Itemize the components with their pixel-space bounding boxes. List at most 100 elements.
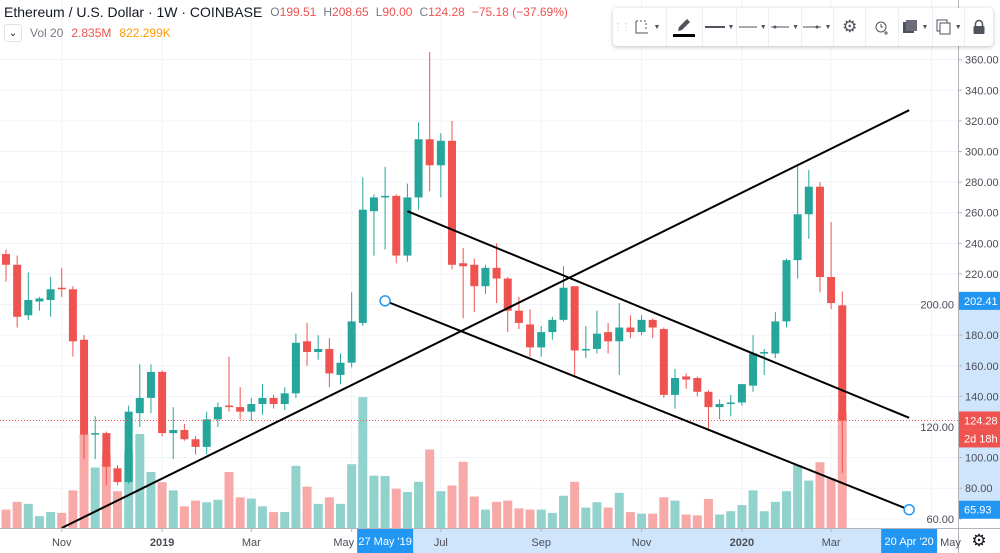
candle-body[interactable] xyxy=(715,404,724,408)
candle-body[interactable] xyxy=(671,378,679,395)
candle-body[interactable] xyxy=(704,391,713,408)
chevron-down-icon[interactable]: ⌄ xyxy=(4,24,22,42)
candle-body[interactable] xyxy=(269,397,278,405)
time-axis[interactable]: Nov 2019 Mar May Jul Sep Nov 2020 Mar May 27 May '… xyxy=(0,528,1000,553)
candle-body[interactable] xyxy=(236,407,245,412)
candle-body[interactable] xyxy=(659,329,668,395)
candle-body[interactable] xyxy=(581,348,590,351)
clone-button[interactable]: ▼ xyxy=(933,8,966,46)
candle-body[interactable] xyxy=(213,407,222,420)
line-style-button[interactable]: ▼ xyxy=(703,8,738,46)
candle-body[interactable] xyxy=(24,299,33,316)
candle-series[interactable] xyxy=(2,52,847,486)
candle-body[interactable] xyxy=(202,419,211,447)
candle-body[interactable] xyxy=(146,371,155,398)
candle-body[interactable] xyxy=(113,468,122,483)
candle-body[interactable] xyxy=(80,339,89,435)
candle-body[interactable] xyxy=(615,327,624,342)
candle-body[interactable] xyxy=(548,319,557,333)
line-width-button[interactable]: ▼ xyxy=(737,8,770,46)
candle-body[interactable] xyxy=(169,430,178,434)
trendline[interactable] xyxy=(407,210,910,419)
candle-body[interactable] xyxy=(247,404,256,412)
symbol-title[interactable]: Ethereum / U.S. Dollar · 1W · COINBASE xyxy=(4,4,263,20)
candle-body[interactable] xyxy=(191,439,200,447)
candle-body[interactable] xyxy=(258,397,267,405)
candle-body[interactable] xyxy=(425,139,434,166)
candle-body[interactable] xyxy=(693,378,702,392)
candle-body[interactable] xyxy=(369,197,378,212)
candle-body[interactable] xyxy=(13,264,22,317)
candle-body[interactable] xyxy=(414,139,423,198)
candle-body[interactable] xyxy=(626,327,635,333)
candle-body[interactable] xyxy=(827,277,836,304)
candle-body[interactable] xyxy=(35,298,44,302)
candle-body[interactable] xyxy=(436,140,445,166)
gear-icon[interactable]: ⚙ xyxy=(834,8,867,46)
candle-body[interactable] xyxy=(682,376,691,380)
candle-body[interactable] xyxy=(2,254,10,265)
candle-body[interactable] xyxy=(804,186,813,215)
candle-body[interactable] xyxy=(526,324,535,348)
lock-button[interactable] xyxy=(965,8,993,46)
trendline[interactable] xyxy=(384,299,910,511)
candle-body[interactable] xyxy=(604,332,613,342)
line-extend-right-button[interactable]: ▼ xyxy=(802,8,835,46)
candle-body[interactable] xyxy=(737,384,746,403)
line-extend-left-button[interactable]: ▼ xyxy=(769,8,802,46)
candle-body[interactable] xyxy=(403,197,412,256)
candle-body[interactable] xyxy=(225,405,233,408)
gear-icon[interactable]: ⚙ xyxy=(971,531,987,550)
candle-body[interactable] xyxy=(592,333,601,349)
grip-icon[interactable]: ⋮⋮ xyxy=(613,21,631,33)
candle-body[interactable] xyxy=(347,321,356,363)
candle-body[interactable] xyxy=(102,433,111,467)
candle-body[interactable] xyxy=(570,286,579,351)
candle-body[interactable] xyxy=(749,353,758,386)
candle-body[interactable] xyxy=(158,371,167,434)
candle-body[interactable] xyxy=(291,342,300,394)
line-color-button[interactable] xyxy=(667,8,703,46)
candle-body[interactable] xyxy=(124,411,133,483)
candle-body[interactable] xyxy=(760,352,769,354)
candle-body[interactable] xyxy=(559,287,568,320)
candle-body[interactable] xyxy=(481,267,490,287)
alarm-plus-icon[interactable] xyxy=(866,8,899,46)
candle-body[interactable] xyxy=(726,402,735,405)
candle-body[interactable] xyxy=(838,305,847,421)
candle-body[interactable] xyxy=(537,332,546,348)
candle-body[interactable] xyxy=(180,430,189,440)
candle-body[interactable] xyxy=(492,267,501,279)
candle-body[interactable] xyxy=(135,397,144,414)
candle-body[interactable] xyxy=(68,289,77,342)
candle-body[interactable] xyxy=(91,433,100,435)
candle-body[interactable] xyxy=(514,310,523,323)
trendline-handle[interactable] xyxy=(379,295,391,307)
candle-body[interactable] xyxy=(325,348,334,374)
candle-body[interactable] xyxy=(381,195,390,198)
candle-body[interactable] xyxy=(782,260,791,322)
candle-body[interactable] xyxy=(358,209,367,323)
candle-body[interactable] xyxy=(392,195,401,256)
candle-body[interactable] xyxy=(793,214,802,261)
candle-body[interactable] xyxy=(46,289,55,300)
candle-body[interactable] xyxy=(648,319,657,328)
layers-button[interactable]: ▼ xyxy=(899,8,933,46)
candle-body[interactable] xyxy=(57,287,66,290)
candle-body[interactable] xyxy=(459,263,468,267)
candle-body[interactable] xyxy=(336,362,345,375)
trendlines[interactable] xyxy=(61,109,915,529)
select-area-button[interactable]: ▼ xyxy=(629,8,667,46)
candle-body[interactable] xyxy=(303,341,312,352)
candle-body[interactable] xyxy=(448,140,456,265)
candle-body[interactable] xyxy=(815,186,824,278)
candle-body[interactable] xyxy=(280,393,289,405)
volume-label[interactable]: Vol 20 xyxy=(30,26,64,40)
candle-body[interactable] xyxy=(503,278,512,311)
trendline-handle[interactable] xyxy=(903,503,915,516)
candle-body[interactable] xyxy=(470,264,479,287)
price-axis[interactable]: 360.00 340.00 320.00 300.00 280.00 260.00 240.… xyxy=(920,0,1000,553)
candle-body[interactable] xyxy=(637,319,646,333)
candle-body[interactable] xyxy=(771,321,780,354)
